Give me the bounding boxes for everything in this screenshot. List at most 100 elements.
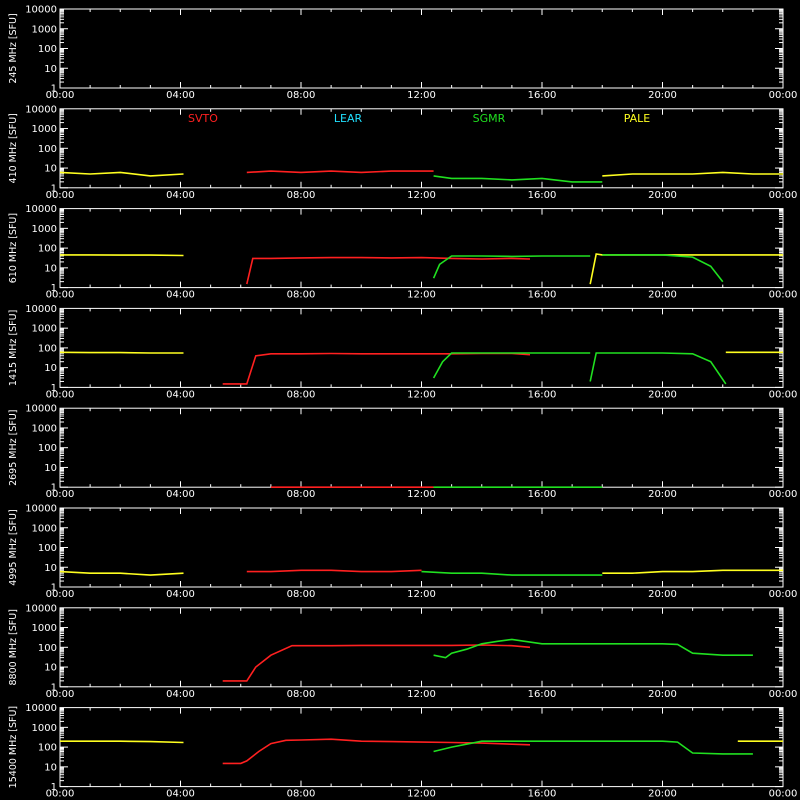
x-tick-label: 12:00 bbox=[407, 489, 436, 500]
panel-1: 1 10 100 1000 10000 00:00 04:00 08:00 12:00 16:00… bbox=[8, 104, 797, 201]
y-tick-label: 10000 bbox=[25, 304, 57, 315]
y-tick-label: 10 bbox=[44, 263, 57, 274]
y-tick-label: 1 bbox=[51, 782, 57, 793]
y-tick-label: 1 bbox=[51, 583, 57, 594]
y-tick-label: 1000 bbox=[32, 324, 57, 335]
series-pale bbox=[59, 171, 184, 177]
x-tick-label: 12:00 bbox=[407, 190, 436, 201]
y-tick-label: 10 bbox=[44, 463, 57, 474]
x-tick-label: 04:00 bbox=[166, 290, 195, 301]
x-tick-label: 00:00 bbox=[46, 589, 75, 600]
x-tick-label: 00:00 bbox=[769, 90, 798, 101]
plot-frame bbox=[59, 507, 784, 588]
y-tick-label: 1000 bbox=[32, 224, 57, 235]
x-tick-label: 00:00 bbox=[46, 689, 75, 700]
y-tick-label: 10 bbox=[44, 762, 57, 773]
series-sgmr bbox=[432, 352, 591, 379]
x-tick-label: 16:00 bbox=[528, 789, 557, 800]
x-tick-label: 04:00 bbox=[166, 589, 195, 600]
x-tick-label: 04:00 bbox=[166, 689, 195, 700]
x-tick-label: 08:00 bbox=[287, 589, 316, 600]
x-tick-label: 20:00 bbox=[648, 290, 677, 301]
x-tick-label: 04:00 bbox=[166, 389, 195, 400]
y-tick-label: 10000 bbox=[25, 104, 57, 115]
y-axis-label: 15400 MHz [SFU] bbox=[8, 706, 19, 788]
series-pale bbox=[602, 569, 783, 575]
x-tick-label: 08:00 bbox=[287, 789, 316, 800]
x-tick-label: 00:00 bbox=[46, 389, 75, 400]
series-pale bbox=[60, 740, 184, 744]
y-tick-label: 1000 bbox=[32, 124, 57, 135]
y-tick-label: 10 bbox=[44, 663, 57, 674]
y-tick-label: 100 bbox=[38, 244, 57, 255]
y-tick-label: 100 bbox=[38, 543, 57, 554]
y-axis-label: 2695 MHz [SFU] bbox=[8, 409, 19, 485]
series-svto bbox=[222, 352, 531, 385]
plot-frame bbox=[59, 8, 784, 89]
x-tick-label: 04:00 bbox=[166, 90, 195, 101]
y-tick-label: 1 bbox=[51, 84, 57, 95]
x-tick-label: 12:00 bbox=[407, 789, 436, 800]
y-axis-label: 4995 MHz [SFU] bbox=[8, 509, 19, 585]
x-tick-label: 08:00 bbox=[287, 689, 316, 700]
series-pale bbox=[59, 570, 184, 576]
x-tick-label: 00:00 bbox=[46, 90, 75, 101]
y-tick-label: 1000 bbox=[32, 623, 57, 634]
panel-7: 1 10 100 1000 10000 00:00 04:00 08:00 12:00 16:00… bbox=[8, 703, 797, 800]
x-tick-label: 00:00 bbox=[769, 689, 798, 700]
y-tick-label: 100 bbox=[38, 44, 57, 55]
x-tick-label: 12:00 bbox=[407, 389, 436, 400]
x-tick-label: 12:00 bbox=[407, 689, 436, 700]
x-tick-label: 00:00 bbox=[46, 789, 75, 800]
legend-svto: SVTO bbox=[188, 112, 218, 125]
y-tick-label: 10000 bbox=[25, 404, 57, 415]
x-tick-label: 04:00 bbox=[166, 489, 195, 500]
x-tick-label: 00:00 bbox=[46, 290, 75, 301]
series-sgmr bbox=[589, 352, 727, 385]
series-svto bbox=[246, 256, 531, 285]
series-sgmr bbox=[602, 254, 724, 283]
y-tick-label: 10000 bbox=[25, 603, 57, 614]
x-tick-label: 00:00 bbox=[46, 190, 75, 201]
y-tick-label: 10000 bbox=[25, 5, 57, 16]
legend-pale: PALE bbox=[624, 112, 651, 125]
y-tick-label: 100 bbox=[38, 144, 57, 155]
x-tick-label: 20:00 bbox=[648, 90, 677, 101]
x-tick-label: 16:00 bbox=[528, 90, 557, 101]
x-tick-label: 04:00 bbox=[166, 789, 195, 800]
x-tick-label: 16:00 bbox=[528, 589, 557, 600]
legend-lear: LEAR bbox=[334, 112, 363, 125]
panel-5: 1 10 100 1000 10000 00:00 04:00 08:00 12:00 16:00… bbox=[8, 504, 797, 601]
panel-6: 1 10 100 1000 10000 00:00 04:00 08:00 12:00 16:00… bbox=[8, 603, 797, 700]
plot-frame bbox=[59, 307, 784, 388]
x-tick-label: 16:00 bbox=[528, 290, 557, 301]
series-pale bbox=[602, 171, 783, 177]
x-tick-label: 00:00 bbox=[769, 389, 798, 400]
series-svto bbox=[246, 569, 422, 573]
y-axis-label: 245 MHz [SFU] bbox=[8, 13, 19, 83]
y-axis-label: 610 MHz [SFU] bbox=[8, 213, 19, 283]
y-tick-label: 1 bbox=[51, 682, 57, 693]
x-tick-label: 20:00 bbox=[648, 789, 677, 800]
series-pale bbox=[60, 254, 184, 257]
y-tick-label: 100 bbox=[38, 443, 57, 454]
y-tick-label: 10000 bbox=[25, 504, 57, 515]
y-axis-label: 1415 MHz [SFU] bbox=[8, 310, 19, 386]
x-tick-label: 20:00 bbox=[648, 389, 677, 400]
series-sgmr bbox=[421, 570, 603, 576]
legend-sgmr: SGMR bbox=[473, 112, 506, 125]
y-tick-label: 1 bbox=[51, 283, 57, 294]
x-tick-label: 12:00 bbox=[407, 290, 436, 301]
x-tick-label: 20:00 bbox=[648, 489, 677, 500]
y-axis-label: 8800 MHz [SFU] bbox=[8, 609, 19, 685]
y-tick-label: 1000 bbox=[32, 423, 57, 434]
x-tick-label: 00:00 bbox=[769, 789, 798, 800]
x-tick-label: 20:00 bbox=[648, 190, 677, 201]
x-tick-label: 16:00 bbox=[528, 190, 557, 201]
series-pale bbox=[589, 253, 783, 285]
y-tick-label: 10 bbox=[44, 563, 57, 574]
x-tick-label: 16:00 bbox=[528, 389, 557, 400]
x-tick-label: 12:00 bbox=[407, 589, 436, 600]
x-tick-label: 08:00 bbox=[287, 190, 316, 201]
